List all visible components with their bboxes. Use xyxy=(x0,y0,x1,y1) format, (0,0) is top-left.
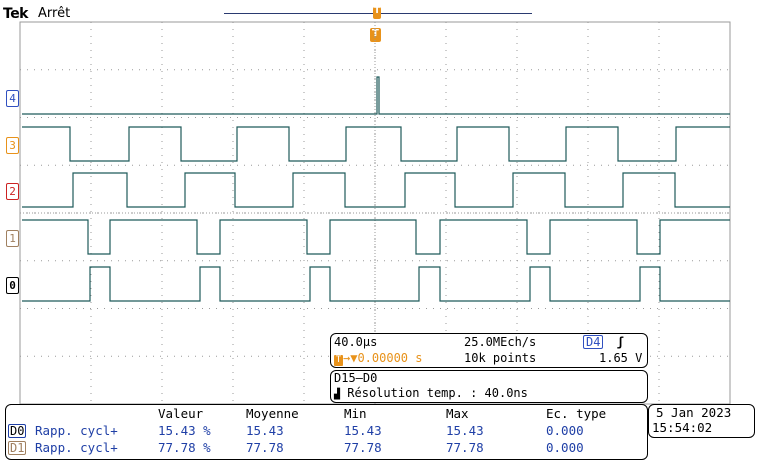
measurement-row-name: Rapp. cycl+ xyxy=(35,423,118,438)
measurement-row-stddev: 0.000 xyxy=(546,440,584,455)
trace-channel-0 xyxy=(22,266,730,302)
resolution-icon: ▟ xyxy=(334,389,341,400)
channel-1-label[interactable]: 1 xyxy=(6,230,19,247)
channel-2-label[interactable]: 2 xyxy=(6,183,19,200)
measurement-row-max: 15.43 xyxy=(446,423,484,438)
channel-4-label[interactable]: 4 xyxy=(6,90,19,107)
date: 5 Jan 2023 xyxy=(656,405,732,420)
digital-traces xyxy=(22,76,730,302)
measurement-row-value: 77.78 % xyxy=(158,440,211,455)
sample-rate: 25.0MEch/s xyxy=(464,335,537,349)
bus-name: D15–D0 xyxy=(334,371,378,385)
timebase-readout[interactable]: 40.0µs 25.0MEch/s D4 ʃ T →▼0.00000 s 10k … xyxy=(330,333,648,368)
trace-channel-3 xyxy=(22,126,730,162)
col-header-stddev: Ec. type xyxy=(546,406,607,421)
measurement-table[interactable]: Valeur Moyenne Min Max Ec. type D0 Rapp.… xyxy=(5,404,648,460)
trigger-source: D4 ʃ xyxy=(583,335,624,349)
measurement-row-stddev: 0.000 xyxy=(546,423,584,438)
bus-readout[interactable]: D15–D0 ▟ Résolution temp. : 40.0ns xyxy=(330,370,648,403)
horizontal-scale: 40.0µs xyxy=(334,335,378,349)
trigger-icon: T xyxy=(334,355,343,366)
measurement-row-mean: 15.43 xyxy=(246,423,284,438)
col-header-mean: Moyenne xyxy=(246,406,299,421)
rising-edge-icon: ʃ xyxy=(616,335,624,349)
measurement-row-value: 15.43 % xyxy=(158,423,211,438)
measurement-row-min: 77.78 xyxy=(344,440,382,455)
col-header-value: Valeur xyxy=(158,406,204,421)
acquisition-state: Arrêt xyxy=(38,6,71,21)
col-header-max: Max xyxy=(446,406,469,421)
brand-logo: Tek xyxy=(3,6,29,22)
channel-3-label[interactable]: 3 xyxy=(6,137,19,154)
channel-0-label[interactable]: 0 xyxy=(6,277,19,294)
measurement-row-source: D1 xyxy=(8,441,27,455)
time: 15:54:02 xyxy=(652,420,713,435)
measurement-row-mean: 77.78 xyxy=(246,440,284,455)
col-header-min: Min xyxy=(344,406,367,421)
trace-channel-1 xyxy=(22,219,730,255)
trace-channel-4 xyxy=(22,76,730,115)
trigger-level: 1.65 V xyxy=(599,351,643,365)
measurement-row-max: 77.78 xyxy=(446,440,484,455)
trace-channel-2 xyxy=(22,172,730,208)
time-resolution: ▟ Résolution temp. : 40.0ns xyxy=(334,386,528,400)
trigger-position-marker[interactable]: T xyxy=(373,6,381,19)
record-length: 10k points xyxy=(464,351,537,365)
measurement-row-name: Rapp. cycl+ xyxy=(35,440,118,455)
measurement-row-min: 15.43 xyxy=(344,423,382,438)
datetime-readout: 5 Jan 2023 15:54:02 xyxy=(648,404,755,438)
trigger-offset: T →▼0.00000 s xyxy=(334,351,423,366)
measurement-row-source: D0 xyxy=(8,424,27,438)
